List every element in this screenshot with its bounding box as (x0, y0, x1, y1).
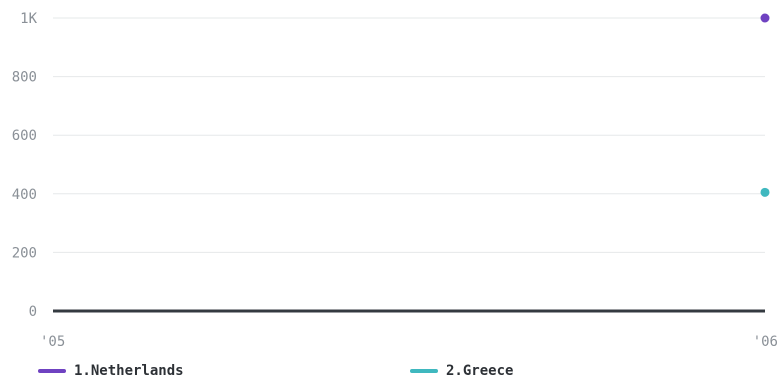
grid-lines (53, 17, 765, 253)
x-tick-label: '06 (753, 334, 778, 350)
legend: 1.Netherlands 2.Greece (0, 360, 780, 383)
legend-swatch-greece (410, 369, 438, 373)
data-point[interactable] (760, 187, 770, 197)
y-tick-label: 0 (29, 304, 37, 320)
legend-label-greece: 2.Greece (446, 363, 514, 379)
legend-item-greece[interactable]: 2.Greece (410, 363, 513, 379)
x-tick-label: '05 (40, 334, 65, 350)
legend-label-netherlands: 1.Netherlands (74, 363, 184, 379)
y-tick-label: 1K (20, 11, 37, 27)
legend-item-netherlands[interactable]: 1.Netherlands (38, 363, 184, 379)
y-tick-label: 600 (12, 128, 37, 144)
chart: 0 200 400 600 800 1K '05 '06 (12, 11, 778, 350)
y-tick-label: 400 (12, 187, 37, 203)
y-tick-label: 200 (12, 245, 37, 261)
legend-swatch-netherlands (38, 369, 66, 373)
data-points (760, 13, 770, 197)
y-tick-label: 800 (12, 70, 37, 86)
x-axis-labels: '05 '06 (40, 334, 778, 350)
data-point[interactable] (760, 13, 770, 23)
y-axis-labels: 0 200 400 600 800 1K (12, 11, 38, 320)
